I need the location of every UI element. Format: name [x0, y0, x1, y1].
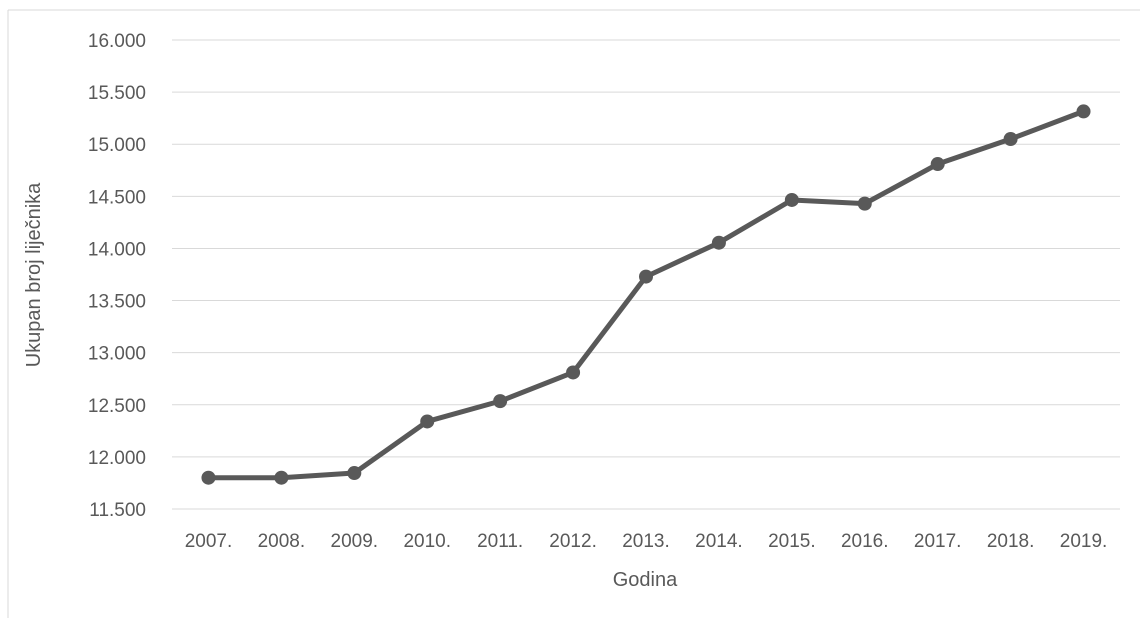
x-tick-label: 2019.	[1060, 531, 1108, 552]
y-tick-label: 15.500	[88, 83, 146, 104]
y-tick-label: 13.500	[88, 292, 146, 313]
x-tick-label: 2014.	[695, 531, 743, 552]
data-point	[347, 466, 362, 481]
x-tick-label: 2017.	[914, 531, 962, 552]
series-markers	[201, 104, 1091, 485]
y-tick-labels: 11.500 12.000 12.500 13.000 13.500 14.000 14.5…	[88, 31, 146, 521]
data-point	[784, 192, 799, 207]
y-tick-label: 14.500	[88, 187, 146, 208]
x-tick-label: 2016.	[841, 531, 889, 552]
series-line	[208, 109, 1085, 481]
y-tick-label: 16.000	[88, 31, 146, 52]
x-axis-title: Godina	[613, 569, 678, 591]
y-tick-label: 11.500	[89, 500, 146, 521]
y-tick-label: 12.000	[88, 448, 146, 469]
data-point	[639, 269, 653, 284]
x-tick-label: 2007.	[185, 531, 233, 552]
gridlines	[172, 39, 1120, 510]
x-tick-label: 2013.	[622, 531, 670, 552]
data-point	[930, 157, 945, 172]
data-point	[1076, 104, 1091, 119]
x-tick-labels: 2007. 2008. 2009. 2010. 2011. 2012. 2013. 2014.…	[185, 531, 1108, 552]
y-tick-label: 14.000	[88, 239, 146, 260]
y-tick-label: 13.000	[88, 344, 146, 365]
x-tick-label: 2011.	[477, 531, 523, 552]
y-axis-title: Ukupan broj liječnika	[23, 182, 45, 367]
x-tick-label: 2015.	[768, 531, 816, 552]
data-point	[1003, 132, 1018, 147]
data-point	[201, 470, 216, 485]
data-point	[274, 470, 289, 485]
series-line-group	[208, 109, 1085, 481]
data-point	[711, 235, 726, 250]
x-tick-label: 2009.	[331, 531, 379, 552]
data-point	[857, 196, 872, 211]
y-tick-label: 15.000	[88, 135, 146, 156]
data-point	[420, 414, 435, 429]
data-point	[566, 365, 581, 380]
data-point	[493, 394, 508, 409]
x-tick-label: 2008.	[258, 531, 306, 552]
x-tick-label: 2012.	[549, 531, 597, 552]
x-tick-label: 2018.	[987, 531, 1035, 552]
y-tick-label: 12.500	[88, 396, 146, 417]
x-tick-label: 2010.	[403, 531, 451, 552]
